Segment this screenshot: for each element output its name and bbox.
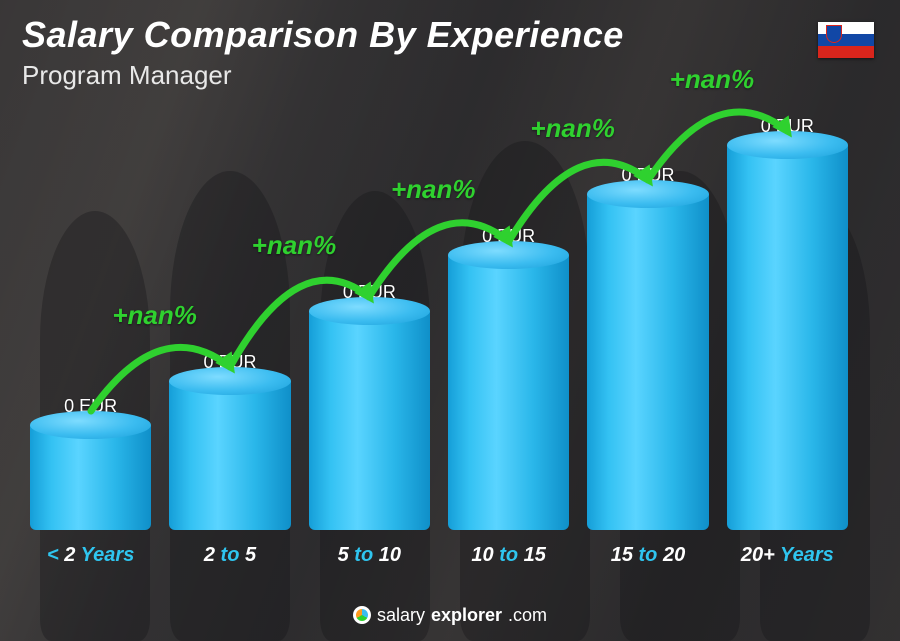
bar-x-label: < 2 Years — [47, 544, 134, 567]
chart-header: Salary Comparison By Experience Program … — [22, 14, 820, 91]
country-flag-slovenia — [818, 22, 874, 58]
bar — [309, 311, 430, 530]
flag-stripe — [818, 46, 874, 58]
chart-title: Salary Comparison By Experience — [22, 14, 820, 56]
bar-top-ellipse — [169, 367, 290, 395]
bar-slot: 0 EUR2 to 5 — [169, 130, 290, 567]
chart-footer: salary explorer .com — [0, 605, 900, 630]
bar — [727, 145, 848, 530]
bar — [587, 194, 708, 530]
bar-top-ellipse — [30, 411, 151, 439]
footer-logo: salary explorer .com — [353, 605, 547, 626]
bar-x-label: 10 to 15 — [471, 544, 546, 567]
bar-slot: 0 EUR< 2 Years — [30, 130, 151, 567]
chart-subtitle: Program Manager — [22, 60, 820, 91]
bar-top-ellipse — [587, 180, 708, 208]
logo-icon — [353, 606, 371, 624]
bar-x-label: 20+ Years — [741, 544, 834, 567]
bar-body — [309, 311, 430, 530]
bar-body — [587, 194, 708, 530]
bar-slot: 0 EUR15 to 20 — [587, 130, 708, 567]
bar-x-label: 15 to 20 — [611, 544, 686, 567]
bar-slot: 0 EUR10 to 15 — [448, 130, 569, 567]
bar-slot: 0 EUR20+ Years — [727, 130, 848, 567]
footer-site-prefix: salary — [377, 605, 425, 626]
bar-body — [448, 255, 569, 530]
flag-crest — [826, 25, 842, 43]
bar-body — [169, 381, 290, 530]
bar-top-ellipse — [448, 241, 569, 269]
bar-body — [727, 145, 848, 530]
bar-x-label: 2 to 5 — [204, 544, 256, 567]
bar — [30, 425, 151, 530]
bar-top-ellipse — [727, 131, 848, 159]
bar-top-ellipse — [309, 297, 430, 325]
bar-body — [30, 425, 151, 530]
footer-site-bold: explorer — [431, 605, 502, 626]
bar — [169, 381, 290, 530]
bar-group: 0 EUR< 2 Years0 EUR2 to 50 EUR5 to 100 E… — [30, 130, 848, 567]
bar-x-label: 5 to 10 — [338, 544, 401, 567]
bar — [448, 255, 569, 530]
footer-site-suffix: .com — [508, 605, 547, 626]
bar-slot: 0 EUR5 to 10 — [309, 130, 430, 567]
salary-comparison-chart: Salary Comparison By Experience Program … — [0, 0, 900, 641]
